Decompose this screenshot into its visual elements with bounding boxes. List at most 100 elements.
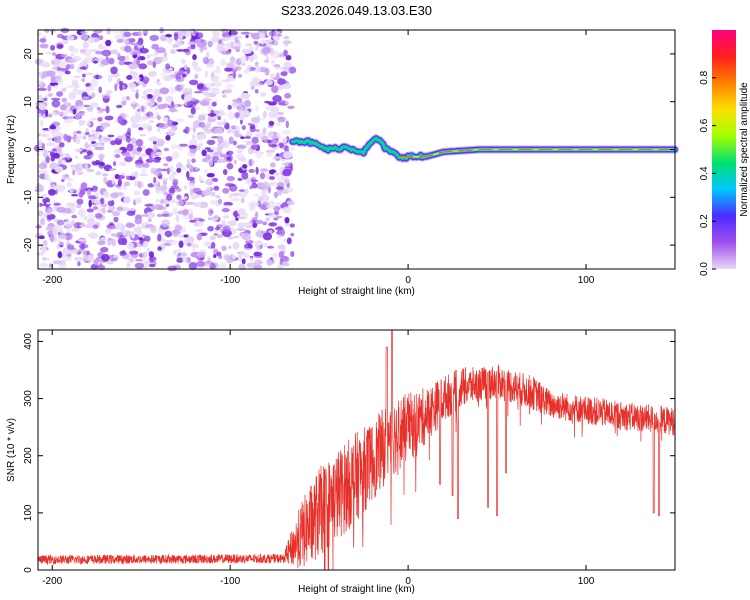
- noise-blob: [103, 137, 112, 142]
- colorbar-ticks: 0.0 0.2 0.4 0.6 0.8: [699, 70, 716, 276]
- noise-blob: [131, 76, 142, 81]
- noise-blob: [124, 45, 132, 53]
- noise-blob: [117, 53, 121, 58]
- noise-blob: [144, 235, 151, 242]
- noise-blob: [198, 219, 206, 222]
- noise-blob: [233, 159, 237, 165]
- noise-blob: [97, 206, 102, 214]
- noise-blob: [117, 237, 125, 246]
- noise-blob: [261, 117, 265, 121]
- noise-blob: [262, 127, 267, 135]
- noise-blob: [265, 56, 270, 60]
- x-tick-label: 0: [405, 275, 411, 286]
- noise-blob: [86, 208, 94, 213]
- noise-blob: [70, 52, 75, 57]
- noise-blob: [172, 249, 177, 256]
- noise-blob: [195, 244, 199, 249]
- noise-blob: [273, 40, 279, 46]
- noise-blob: [85, 254, 95, 262]
- noise-blob: [140, 214, 149, 217]
- noise-blob: [157, 56, 163, 64]
- noise-blob: [153, 88, 162, 97]
- noise-blob: [100, 126, 107, 130]
- noise-blob: [56, 146, 62, 154]
- noise-blob: [107, 237, 113, 241]
- noise-blob: [240, 92, 251, 100]
- noise-blob: [282, 129, 291, 135]
- noise-blob: [225, 50, 231, 55]
- noise-blob: [37, 139, 43, 148]
- noise-blob: [260, 92, 267, 97]
- noise-blob: [204, 94, 210, 99]
- noise-blob: [97, 108, 107, 112]
- noise-blob: [125, 131, 131, 139]
- noise-blob: [250, 179, 259, 183]
- noise-blob: [141, 105, 145, 112]
- noise-blob: [281, 137, 288, 143]
- noise-blob: [255, 219, 264, 225]
- noise-blob: [199, 46, 204, 53]
- noise-blob: [66, 135, 72, 143]
- noise-blob: [264, 67, 270, 76]
- noise-blob: [56, 206, 66, 213]
- noise-blob: [57, 78, 64, 85]
- noise-blob: [220, 58, 226, 66]
- noise-blob: [135, 258, 143, 262]
- noise-blob: [214, 127, 223, 135]
- noise-blob: [228, 30, 238, 36]
- noise-blob: [161, 168, 168, 172]
- noise-blob: [51, 148, 57, 152]
- noise-blob: [176, 248, 182, 254]
- noise-blob: [178, 69, 184, 76]
- noise-blob: [84, 162, 89, 171]
- noise-blob: [68, 92, 77, 100]
- noise-blob: [156, 104, 166, 110]
- noise-blob: [95, 50, 103, 55]
- noise-blob: [216, 158, 227, 163]
- noise-blob: [251, 32, 261, 40]
- noise-blob: [147, 60, 154, 66]
- noise-blob: [262, 242, 269, 248]
- noise-blob: [283, 61, 292, 69]
- noise-blob: [286, 200, 295, 206]
- noise-blob: [85, 128, 89, 133]
- noise-blob: [193, 202, 202, 207]
- noise-blob: [141, 33, 145, 36]
- noise-blob: [37, 170, 45, 174]
- noise-blob: [224, 67, 233, 72]
- noise-blob: [39, 43, 49, 49]
- noise-blob: [193, 66, 202, 72]
- noise-blob: [249, 201, 260, 207]
- noise-blob: [48, 113, 53, 118]
- noise-blob: [62, 247, 70, 255]
- noise-blob: [278, 251, 285, 259]
- noise-blob: [220, 140, 230, 149]
- noise-blob: [49, 234, 54, 243]
- noise-blob: [150, 151, 156, 158]
- noise-blob: [61, 97, 67, 103]
- noise-blob: [88, 232, 97, 237]
- noise-blob: [260, 182, 271, 190]
- noise-blob: [269, 181, 278, 187]
- noise-blob: [255, 105, 259, 112]
- noise-blob: [100, 142, 105, 147]
- noise-blob: [241, 125, 246, 130]
- noise-blob: [232, 241, 240, 250]
- noise-blob: [262, 29, 267, 35]
- colorbar-tick-label: 0.6: [699, 118, 710, 132]
- noise-blob: [265, 106, 273, 111]
- noise-blob: [197, 115, 206, 121]
- noise-blob: [204, 147, 211, 150]
- noise-blob: [206, 63, 215, 68]
- noise-blob: [189, 213, 193, 221]
- noise-blob: [38, 94, 43, 100]
- noise-blob: [163, 117, 169, 122]
- noise-blob: [268, 120, 275, 126]
- noise-blob: [192, 54, 197, 61]
- noise-blob: [250, 144, 259, 150]
- y-tick-label: 100: [23, 504, 34, 521]
- noise-blob: [159, 34, 167, 42]
- noise-blob: [98, 86, 102, 94]
- noise-blob: [44, 28, 50, 34]
- noise-blob: [213, 254, 217, 258]
